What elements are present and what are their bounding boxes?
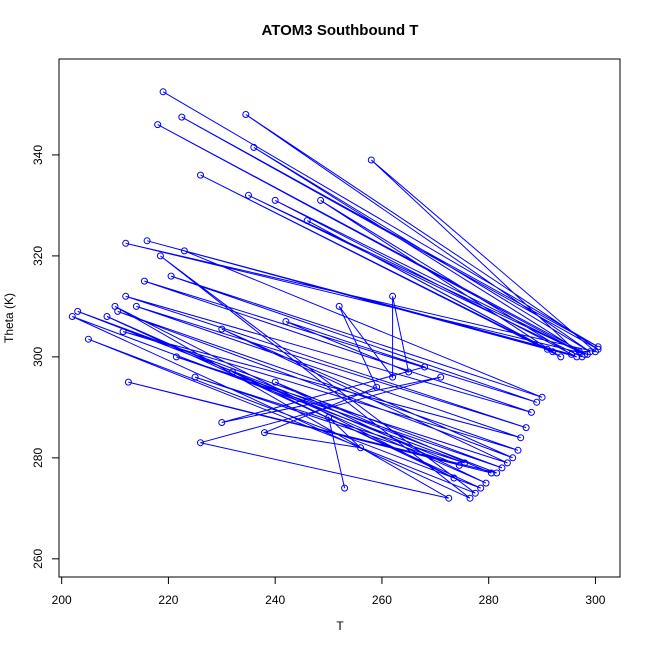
data-point xyxy=(197,171,204,179)
data-point xyxy=(218,419,226,426)
data-point xyxy=(122,292,130,300)
x-axis-label: T xyxy=(336,619,344,633)
y-tick-label: 260 xyxy=(31,548,45,568)
data-point xyxy=(245,191,252,199)
data-point xyxy=(389,292,397,300)
data-point xyxy=(567,350,575,358)
data-point xyxy=(341,484,349,492)
data-point xyxy=(389,373,397,381)
data-point xyxy=(437,373,445,381)
data-point xyxy=(405,368,413,376)
data-point xyxy=(261,429,268,437)
x-tick-label: 220 xyxy=(158,593,178,607)
data-point xyxy=(487,469,495,477)
chart-title: ATOM3 Southbound T xyxy=(262,22,419,39)
data-point xyxy=(367,156,375,164)
data-point xyxy=(503,459,511,467)
data-point xyxy=(242,111,250,118)
data-point xyxy=(482,479,490,487)
x-tick-label: 280 xyxy=(479,593,499,607)
data-point xyxy=(538,393,546,401)
data-point xyxy=(509,454,517,462)
data-point xyxy=(159,88,167,96)
data-point xyxy=(271,196,279,204)
data-point xyxy=(522,424,530,432)
data-point xyxy=(335,302,343,310)
series-line xyxy=(72,91,599,499)
y-tick-label: 280 xyxy=(31,448,45,468)
plot-area xyxy=(58,58,621,578)
y-tick-label: 320 xyxy=(31,246,45,266)
y-tick-label: 300 xyxy=(31,347,45,367)
data-point xyxy=(543,345,551,353)
data-point xyxy=(583,350,591,358)
data-point xyxy=(172,353,180,361)
data-point xyxy=(180,247,188,255)
y-tick-label: 340 xyxy=(31,145,45,165)
data-point xyxy=(357,444,365,452)
x-tick-label: 300 xyxy=(585,593,605,607)
data-point xyxy=(250,143,258,151)
data-point xyxy=(122,239,130,247)
data-point xyxy=(282,318,290,325)
x-tick-label: 240 xyxy=(265,593,285,607)
x-tick-label: 200 xyxy=(52,593,72,607)
data-point xyxy=(197,439,204,447)
data-point xyxy=(132,302,140,310)
x-tick-label: 260 xyxy=(372,593,392,607)
data-point xyxy=(229,368,236,376)
data-point xyxy=(591,348,599,356)
series-layer xyxy=(68,88,602,502)
data-point xyxy=(498,464,506,472)
data-point xyxy=(156,252,164,260)
data-point xyxy=(527,408,535,416)
data-point xyxy=(74,307,82,315)
data-point xyxy=(191,373,199,381)
data-point xyxy=(533,398,541,406)
data-point xyxy=(143,237,151,245)
data-point xyxy=(493,469,501,477)
data-point xyxy=(178,113,186,121)
data-point xyxy=(471,489,479,497)
data-point xyxy=(84,335,92,343)
data-point xyxy=(111,302,119,310)
data-point xyxy=(421,363,429,371)
data-point xyxy=(103,313,111,320)
data-point xyxy=(325,414,333,421)
axes-layer: 200 220 240 260 280 300 260 280 300 320 340 xyxy=(31,145,606,607)
data-point xyxy=(477,484,485,492)
data-point xyxy=(455,461,463,469)
data-point xyxy=(154,121,162,129)
data-point xyxy=(119,328,127,336)
data-point xyxy=(373,383,381,391)
data-point xyxy=(68,313,76,320)
data-point xyxy=(303,217,311,225)
data-point xyxy=(271,378,279,386)
data-point xyxy=(450,474,458,482)
data-point xyxy=(557,353,565,361)
data-point xyxy=(445,494,453,502)
data-point xyxy=(517,434,525,442)
data-point xyxy=(140,277,148,285)
data-point xyxy=(317,196,325,204)
data-point xyxy=(167,272,175,280)
data-point xyxy=(218,325,226,333)
data-point xyxy=(466,494,474,502)
y-axis-label: Theta (K) xyxy=(2,293,16,343)
data-point xyxy=(124,378,132,386)
data-point xyxy=(514,446,522,454)
